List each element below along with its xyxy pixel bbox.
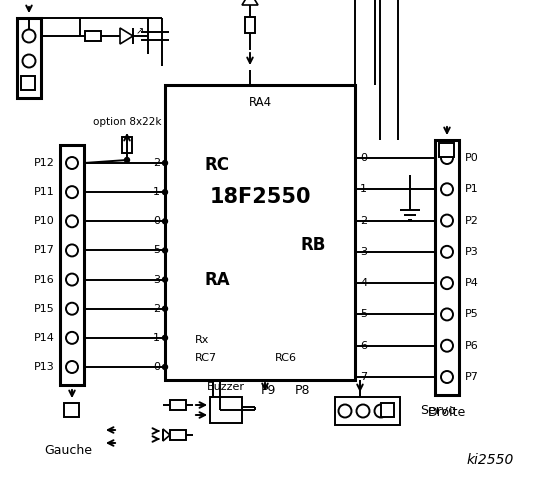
Bar (381, 403, 394, 417)
Text: 0: 0 (153, 216, 160, 226)
Circle shape (163, 364, 168, 370)
Circle shape (163, 336, 168, 340)
Text: P4: P4 (465, 278, 479, 288)
Circle shape (441, 152, 453, 164)
Bar (435, 140, 459, 395)
Text: 2: 2 (153, 158, 160, 168)
Text: RC6: RC6 (275, 353, 297, 363)
Bar (165, 85, 355, 380)
Text: P1: P1 (465, 184, 479, 194)
Polygon shape (120, 28, 133, 44)
Text: P11: P11 (34, 187, 55, 197)
Text: P6: P6 (465, 341, 479, 351)
Circle shape (163, 160, 168, 166)
Circle shape (66, 332, 78, 344)
Text: P13: P13 (34, 362, 55, 372)
Text: Buzzer: Buzzer (207, 382, 245, 392)
Bar (170, 430, 186, 440)
Text: P15: P15 (34, 304, 55, 314)
Text: 4: 4 (360, 278, 367, 288)
Text: P9: P9 (260, 384, 276, 396)
Text: 6: 6 (360, 341, 367, 351)
Text: 3: 3 (360, 247, 367, 257)
Text: ki2550: ki2550 (466, 453, 514, 467)
Text: 0: 0 (153, 362, 160, 372)
Circle shape (124, 157, 129, 163)
Circle shape (163, 248, 168, 253)
Circle shape (163, 277, 168, 282)
Text: P10: P10 (34, 216, 55, 226)
Text: P14: P14 (34, 333, 55, 343)
Circle shape (163, 190, 168, 195)
Circle shape (441, 246, 453, 258)
Text: 18F2550: 18F2550 (209, 187, 311, 207)
Text: 1: 1 (360, 184, 367, 194)
Text: 1: 1 (153, 333, 160, 343)
Bar (122, 137, 132, 153)
Text: 0: 0 (360, 153, 367, 163)
Text: P12: P12 (34, 158, 55, 168)
Circle shape (441, 371, 453, 383)
Text: P7: P7 (465, 372, 479, 382)
Circle shape (441, 215, 453, 227)
Bar (335, 397, 400, 425)
Text: P0: P0 (465, 153, 479, 163)
Circle shape (66, 361, 78, 373)
Text: Gauche: Gauche (44, 444, 92, 456)
Circle shape (163, 306, 168, 311)
Text: 5: 5 (360, 310, 367, 319)
Circle shape (66, 244, 78, 256)
Circle shape (374, 405, 388, 418)
Text: RA: RA (205, 271, 231, 289)
Text: RC7: RC7 (195, 353, 217, 363)
Text: ↗: ↗ (136, 26, 144, 36)
Text: P17: P17 (34, 245, 55, 255)
Bar (210, 397, 242, 423)
Text: 2: 2 (153, 304, 160, 314)
Text: Servo: Servo (420, 405, 456, 418)
Circle shape (23, 29, 35, 43)
Circle shape (163, 219, 168, 224)
Circle shape (23, 55, 35, 68)
Polygon shape (163, 429, 170, 441)
Text: P16: P16 (34, 275, 55, 285)
Circle shape (66, 186, 78, 198)
Circle shape (66, 303, 78, 315)
Circle shape (441, 340, 453, 352)
Text: RB: RB (300, 236, 325, 254)
Text: RA4: RA4 (248, 96, 272, 109)
Circle shape (441, 277, 453, 289)
Text: P2: P2 (465, 216, 479, 226)
Bar (17, 18, 41, 98)
Text: P3: P3 (465, 247, 479, 257)
Text: RC: RC (205, 156, 230, 174)
Circle shape (66, 216, 78, 228)
Circle shape (441, 309, 453, 321)
Bar (170, 400, 186, 410)
Text: 5: 5 (153, 245, 160, 255)
Bar (439, 143, 454, 157)
Circle shape (66, 157, 78, 169)
Circle shape (66, 274, 78, 286)
Polygon shape (242, 0, 258, 5)
Bar (64, 403, 79, 417)
Text: 1: 1 (153, 187, 160, 197)
Circle shape (338, 405, 352, 418)
Text: option 8x22k: option 8x22k (93, 117, 161, 127)
Text: Droite: Droite (428, 407, 466, 420)
Bar (245, 17, 255, 33)
Text: Rx: Rx (195, 335, 210, 345)
Bar (85, 31, 101, 41)
Text: 3: 3 (153, 275, 160, 285)
Text: P5: P5 (465, 310, 479, 319)
Text: 7: 7 (360, 372, 367, 382)
Text: 2: 2 (360, 216, 367, 226)
Bar (60, 145, 84, 385)
Circle shape (441, 183, 453, 195)
Bar (21, 76, 35, 90)
Text: P8: P8 (294, 384, 310, 396)
Circle shape (357, 405, 369, 418)
